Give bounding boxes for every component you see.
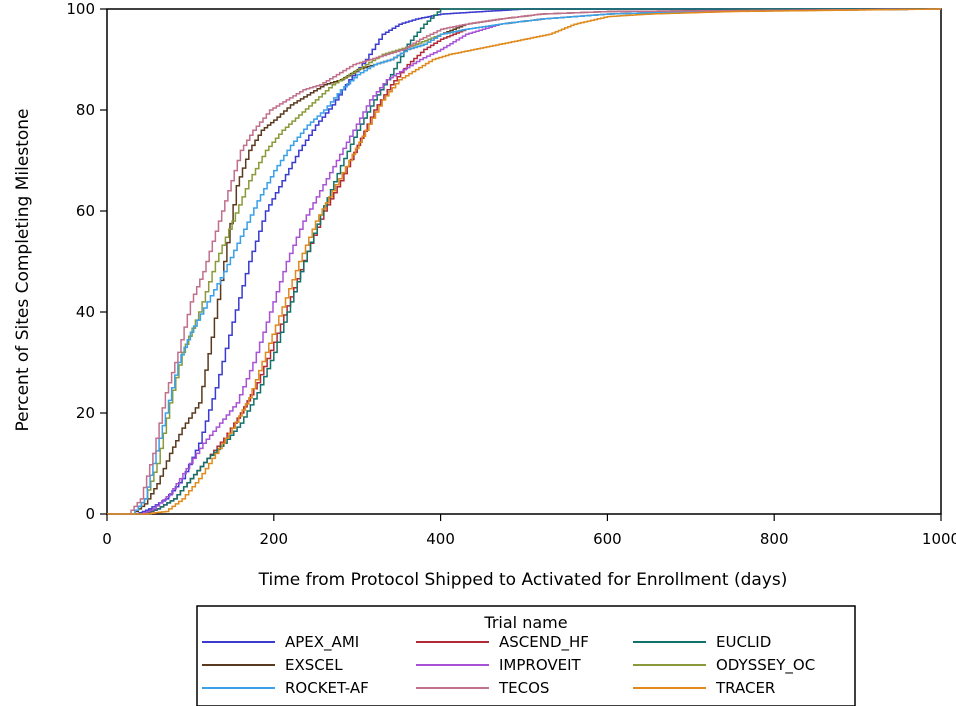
legend: Trial name APEX_AMI ASCEND_HF EUCLID EXSCEL… bbox=[196, 605, 856, 706]
legend-entry-label: EXSCEL bbox=[285, 656, 343, 674]
y-axis-label: Percent of Sites Completing Milestone bbox=[13, 109, 33, 432]
x-tick-label: 1000 bbox=[922, 530, 956, 548]
legend-entry-label: TECOS bbox=[498, 679, 549, 697]
series-line-tecos bbox=[107, 8, 941, 515]
legend-entry-label: ROCKET-AF bbox=[285, 679, 369, 697]
y-tick-label: 60 bbox=[76, 202, 95, 220]
x-tick-label: 600 bbox=[593, 530, 622, 548]
series-line-exscel bbox=[107, 8, 941, 515]
y-tick-label: 100 bbox=[66, 0, 95, 18]
legend-entry-label: ODYSSEY_OC bbox=[716, 656, 815, 675]
series-line-euclid bbox=[107, 8, 941, 515]
series-line-ascend-hf bbox=[107, 8, 941, 515]
series-line-improveit bbox=[107, 8, 941, 515]
x-tick-label: 800 bbox=[760, 530, 789, 548]
legend-entry-label: TRACER bbox=[715, 679, 775, 697]
x-axis-label: Time from Protocol Shipped to Activated … bbox=[258, 570, 788, 590]
y-tick-label: 80 bbox=[76, 101, 95, 119]
series-line-tracer bbox=[107, 8, 941, 515]
legend-entry-label: IMPROVEIT bbox=[499, 656, 582, 674]
legend-frame bbox=[196, 605, 856, 706]
plot-frame bbox=[106, 8, 942, 515]
legend-entry-label: ASCEND_HF bbox=[499, 633, 589, 652]
series-line-rocket-af bbox=[107, 8, 941, 515]
y-tick-label: 40 bbox=[76, 303, 95, 321]
legend-title: Trial name bbox=[483, 613, 567, 632]
axes: 0 200 400 600 800 1000 0 20 40 60 80 100 bbox=[66, 0, 956, 548]
legend-entry-label: APEX_AMI bbox=[285, 633, 359, 652]
x-tick-label: 200 bbox=[259, 530, 288, 548]
x-tick-label: 400 bbox=[426, 530, 455, 548]
series-line-odyssey-oc bbox=[107, 8, 941, 515]
y-tick-label: 20 bbox=[76, 404, 95, 422]
series-line-apex-ami bbox=[107, 8, 941, 515]
x-tick-label: 0 bbox=[102, 530, 112, 548]
plot-area bbox=[106, 8, 942, 515]
y-tick-label: 0 bbox=[85, 505, 95, 523]
legend-entry-label: EUCLID bbox=[716, 633, 771, 651]
series-lines bbox=[107, 8, 941, 515]
